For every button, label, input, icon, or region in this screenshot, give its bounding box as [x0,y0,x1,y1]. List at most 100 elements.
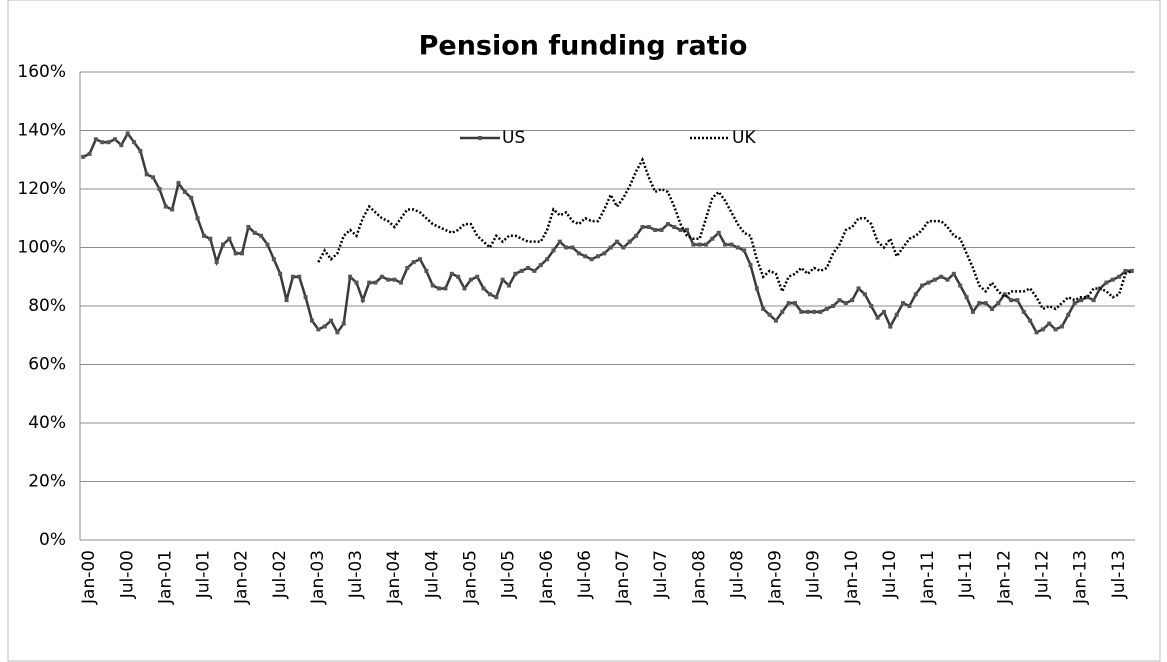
x-tick-label: Jul-06 [575,550,595,599]
marker [494,295,499,300]
marker [1047,321,1052,326]
marker [875,315,880,320]
marker [322,324,327,329]
marker [780,309,785,314]
marker [761,306,766,311]
marker [1040,327,1045,332]
marker [405,265,410,270]
marker [182,189,187,194]
marker [201,233,206,238]
marker [697,242,702,247]
marker [379,274,384,279]
marker [869,304,874,308]
marker [341,321,346,326]
marker [589,257,594,262]
marker [608,245,613,250]
marker [112,137,117,142]
x-tick-label: Jan-04 [384,550,404,605]
marker [157,187,162,191]
marker [487,292,492,297]
marker [595,254,600,259]
marker [208,236,213,241]
marker [754,286,759,291]
marker [958,283,963,288]
marker [87,151,92,156]
marker [1104,280,1109,285]
marker [1059,324,1064,329]
marker [195,216,200,221]
marker [367,280,372,285]
marker [767,312,772,317]
y-tick-label: 60% [28,355,66,375]
marker [576,251,581,256]
x-tick-label: Jan-09 [766,550,786,605]
marker [837,298,842,303]
marker [716,230,721,235]
marker [125,131,130,136]
marker [640,225,645,230]
marker [634,233,639,238]
marker [920,283,925,288]
marker [392,277,397,282]
marker [303,295,308,300]
marker [1002,292,1007,297]
marker [805,309,810,314]
marker [290,274,295,279]
marker [329,318,334,323]
marker [1028,318,1033,323]
x-tick-label: Jan-02 [232,550,252,605]
marker [246,225,251,230]
marker [1021,309,1026,314]
marker [983,301,988,306]
line-us [82,131,1132,335]
marker [799,309,804,314]
marker [170,207,175,212]
marker [513,271,518,276]
y-tick-label: 120% [17,179,66,199]
x-tick-label: Jan-01 [155,550,175,605]
x-tick-label: Jan-00 [79,550,99,605]
x-tick-label: Jul-01 [194,550,214,599]
marker [284,298,289,303]
marker [532,268,537,273]
marker [684,227,689,232]
marker [132,140,137,145]
y-tick-label: 80% [28,296,66,316]
marker [189,195,194,200]
marker [951,271,956,276]
legend-label: US [502,128,525,148]
marker [691,242,696,247]
marker [519,268,524,273]
marker [449,271,454,276]
x-tick-label: Jan-13 [1071,550,1091,605]
marker [742,248,747,253]
marker [227,236,232,241]
marker [1053,327,1058,332]
x-tick-label: Jan-08 [689,550,709,605]
x-tick-label: Jul-07 [651,550,671,599]
marker [233,251,238,256]
marker [214,260,219,265]
x-tick-label: Jan-10 [842,550,862,605]
marker [348,274,353,279]
marker [1015,298,1020,303]
marker [297,274,302,279]
marker [843,301,848,306]
marker [106,140,111,145]
marker [913,292,918,297]
marker [411,260,416,265]
marker [939,274,944,279]
marker [831,304,836,308]
marker [970,309,975,314]
marker [659,227,664,232]
marker [1072,301,1077,306]
marker [151,175,156,180]
marker [926,280,931,285]
marker [475,274,480,279]
marker [138,148,143,153]
marker [557,239,562,244]
y-tick-label: 0% [39,530,66,550]
marker [265,242,270,247]
marker [443,286,448,291]
marker [81,154,86,159]
